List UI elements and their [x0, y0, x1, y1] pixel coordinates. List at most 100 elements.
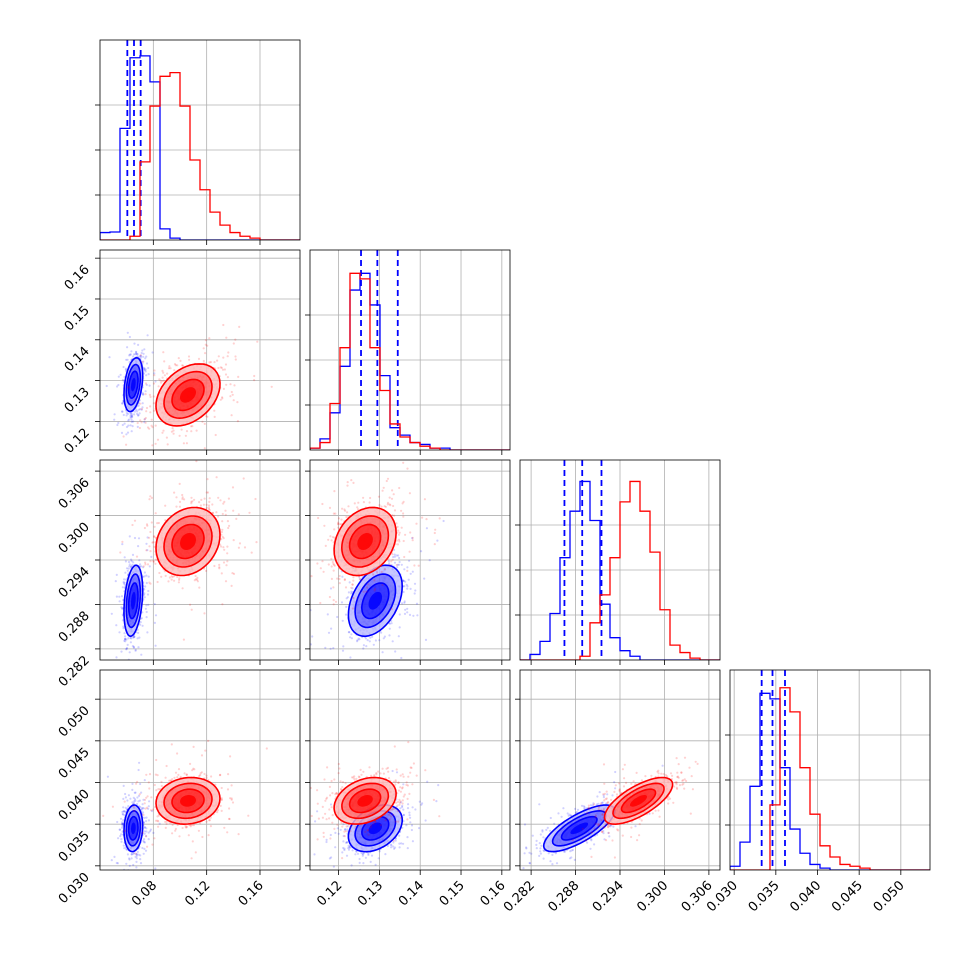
data-point — [148, 800, 151, 803]
data-point — [215, 476, 218, 479]
data-point — [394, 650, 397, 653]
data-point — [126, 331, 129, 334]
data-point — [152, 382, 156, 385]
data-point — [121, 607, 124, 610]
data-point — [383, 568, 387, 571]
data-point — [223, 548, 226, 551]
data-point — [131, 523, 134, 527]
data-point — [149, 411, 152, 414]
data-point — [384, 505, 387, 508]
data-point — [124, 640, 127, 643]
data-point — [140, 351, 143, 355]
data-point — [123, 581, 126, 584]
data-point — [405, 583, 408, 586]
data-point — [330, 565, 333, 568]
data-point — [141, 806, 144, 810]
data-point — [121, 402, 124, 405]
data-point — [171, 575, 174, 579]
data-point — [222, 546, 225, 549]
data-point — [403, 555, 406, 559]
data-point — [396, 563, 399, 567]
data-point — [178, 505, 181, 508]
data-point — [178, 500, 182, 503]
data-point — [119, 828, 122, 831]
data-point — [337, 526, 340, 529]
data-point — [388, 622, 391, 625]
data-point — [141, 803, 144, 806]
data-point — [362, 501, 365, 504]
data-point — [138, 426, 141, 430]
contour-line — [125, 573, 142, 629]
contour-line — [155, 363, 221, 427]
data-point — [411, 539, 414, 542]
data-point — [148, 427, 151, 430]
data-point — [145, 610, 148, 614]
data-point — [407, 578, 410, 581]
data-point — [414, 589, 417, 592]
data-point — [398, 531, 401, 534]
data-point — [137, 414, 140, 417]
data-point — [397, 529, 400, 532]
data-point — [198, 586, 201, 589]
data-point — [132, 645, 135, 649]
data-point — [417, 564, 420, 567]
data-point — [406, 566, 409, 569]
data-point — [225, 383, 228, 386]
data-point — [144, 390, 147, 393]
data-point — [330, 557, 333, 560]
data-point — [205, 506, 208, 509]
data-point — [333, 536, 336, 539]
data-point — [116, 820, 119, 824]
data-point — [403, 601, 406, 604]
data-point — [365, 645, 368, 648]
data-point — [181, 364, 184, 367]
data-point — [128, 864, 131, 867]
data-point — [205, 415, 208, 418]
data-point — [365, 590, 368, 593]
data-point — [134, 855, 137, 859]
data-point — [347, 505, 350, 508]
data-point — [182, 442, 185, 445]
contour-line — [340, 515, 390, 568]
data-point — [250, 551, 253, 554]
data-point — [138, 761, 141, 764]
data-point — [388, 634, 391, 637]
data-point — [121, 402, 124, 405]
data-point — [332, 586, 335, 589]
data-point — [121, 410, 124, 413]
data-point — [126, 569, 129, 572]
data-point — [203, 422, 206, 425]
data-point — [125, 443, 128, 446]
data-point — [152, 402, 155, 405]
data-point — [328, 595, 331, 599]
data-point — [139, 419, 142, 422]
data-point — [149, 560, 152, 563]
data-point — [392, 548, 396, 552]
data-point — [126, 431, 130, 434]
data-point — [131, 415, 134, 418]
data-point — [356, 506, 359, 509]
data-point — [332, 603, 335, 606]
data-point — [145, 523, 149, 526]
data-point — [122, 797, 125, 801]
data-point — [378, 639, 381, 642]
data-point — [158, 378, 161, 381]
data-point — [205, 569, 208, 573]
data-point — [227, 526, 230, 530]
data-point — [125, 433, 128, 436]
data-point — [381, 489, 384, 492]
data-point — [208, 497, 211, 500]
data-point — [113, 418, 116, 421]
data-point — [356, 640, 359, 643]
data-point — [151, 351, 154, 354]
data-point — [122, 413, 125, 417]
data-point — [404, 580, 407, 583]
data-point — [123, 578, 126, 581]
data-point — [198, 501, 201, 504]
data-point — [398, 540, 401, 543]
data-point — [380, 505, 383, 508]
data-point — [374, 639, 377, 642]
data-point — [232, 539, 235, 542]
data-point — [119, 373, 122, 376]
data-point — [352, 576, 355, 579]
